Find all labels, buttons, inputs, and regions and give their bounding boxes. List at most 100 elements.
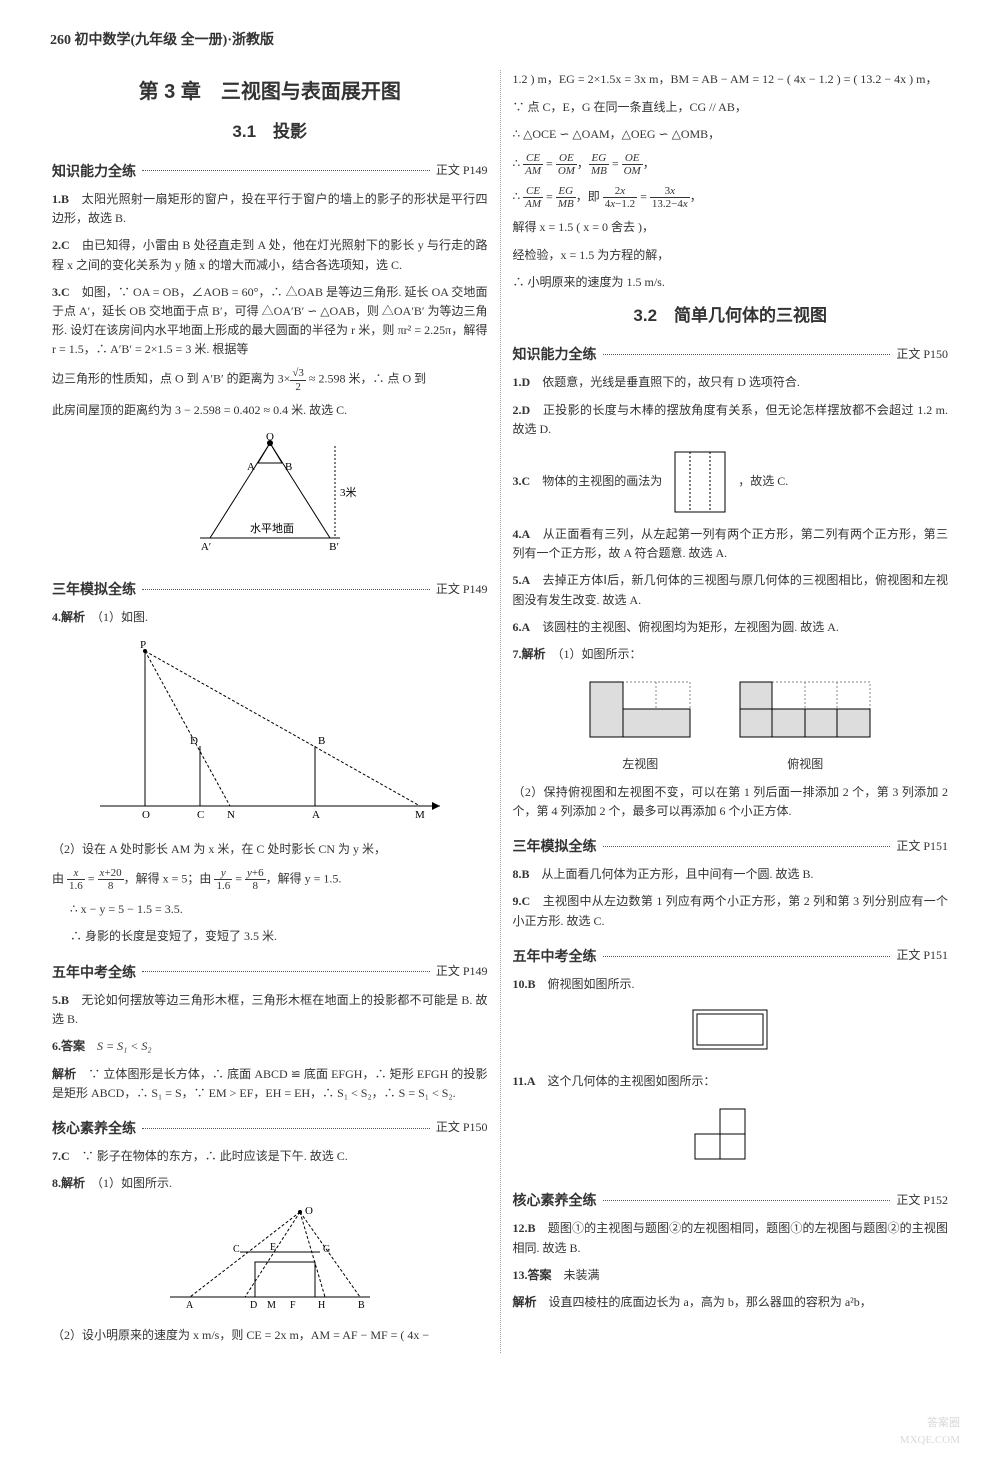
watermark-line-2: MXQE.COM: [900, 1432, 960, 1450]
right-q13b: 解析 设直四棱柱的底面边长为 a，高为 b，那么器皿的容积为 a²b，: [513, 1293, 949, 1312]
right-q9: 9.C 主视图中从左边数第 1 列应有两个小正方形，第 2 列和第 3 列分别应…: [513, 892, 949, 930]
right-q11: 11.A 这个几何体的主视图如图所示：: [513, 1072, 949, 1091]
right-q2: 2.D 正投影的长度与木棒的摆放角度有关系，但无论怎样摆放都不会超过 1.2 m…: [513, 401, 949, 439]
q-num: 1.D: [513, 375, 531, 389]
page-ref: 正文 P150: [896, 345, 948, 364]
q-text: 依题意，光线是垂直照下的，故只有 D 选项符合.: [542, 375, 800, 389]
right-q8: 8.B 从上面看几何体为正方形，且中间有一个圆. 故选 B.: [513, 865, 949, 884]
svg-text:A′: A′: [201, 541, 211, 553]
q-text: 由已知得，小雷由 B 处径直走到 A 处，他在灯光照射下的影长 y 与行走的路程…: [52, 238, 488, 271]
right-r0f: 解得 x = 1.5 ( x = 0 舍去 )，: [513, 218, 949, 237]
right-q10: 10.B 俯视图如图所示.: [513, 975, 949, 994]
svg-text:C: C: [197, 809, 204, 821]
chapter-title: 第 3 章 三视图与表面展开图: [52, 76, 488, 108]
figure-q3-icon: [670, 447, 730, 517]
figure-q11: [513, 1099, 949, 1175]
q-num: 9.C: [513, 894, 531, 908]
svg-text:B: B: [318, 735, 325, 747]
q-text: 从上面看几何体为正方形，且中间有一个圆. 故选 B.: [542, 867, 814, 881]
q-num: 2.D: [513, 403, 531, 417]
q-num: 3.C: [52, 285, 70, 299]
caption-top-view: 俯视图: [730, 755, 880, 774]
figure-shadow-diagram: P D B O C N A M: [52, 636, 488, 832]
svg-text:M: M: [415, 809, 425, 821]
heading-zhishi-1: 知识能力全练 正文 P149: [52, 160, 488, 182]
q-text: 边三角形的性质知，点 O 到 A′B′ 的距离为 3×: [52, 372, 290, 386]
svg-text:A: A: [186, 1300, 194, 1311]
right-q4: 4.A 从正面看有三列，从左起第一列有两个正方形，第二列有两个正方形，第三列有一…: [513, 525, 949, 563]
left-q2: 2.C 由已知得，小雷由 B 处径直走到 A 处，他在灯光照射下的影长 y 与行…: [52, 236, 488, 274]
page-ref: 正文 P149: [436, 161, 488, 180]
heading-label: 五年中考全练: [52, 961, 136, 983]
heading-label: 三年模拟全练: [513, 835, 597, 857]
q-text: ∵ 影子在物体的东方，∴ 此时应该是下午. 故选 C.: [82, 1149, 348, 1163]
q-text: 俯视图如图所示.: [548, 977, 635, 991]
page-header: 260 初中数学(九年级 全一册)·浙教版: [40, 30, 960, 52]
q-text: 该圆柱的主视图、俯视图均为矩形，左视图为圆. 故选 A.: [542, 620, 839, 634]
page-ref: 正文 P149: [436, 962, 488, 981]
q-text: 太阳光照射一扇矩形的窗户，投在平行于窗户的墙上的影子的形状是平行四边形，故选 B…: [52, 192, 487, 225]
q-num: 8.解析: [52, 1176, 85, 1190]
heading-wunian-1: 五年中考全练 正文 P149: [52, 961, 488, 983]
q-num: 1.B: [52, 192, 69, 206]
svg-text:H: H: [318, 1300, 325, 1311]
heading-sannian-2: 三年模拟全练 正文 P151: [513, 835, 949, 857]
heading-label: 三年模拟全练: [52, 578, 136, 600]
q-text: 物体的主视图的画法为: [542, 474, 662, 488]
q-text: 去掉正方体Ⅰ后，新几何体的三视图与原几何体的三视图相比，俯视图和左视图没有发生改…: [513, 573, 948, 606]
right-column: 1.2 ) m，EG = 2×1.5x = 3x m，BM = AB − AM …: [501, 70, 961, 1353]
figure-views-row: 左视图 俯视图: [513, 672, 949, 774]
q-text: ≈ 2.598 米，∴ 点 O 到: [306, 372, 426, 386]
right-q13: 13.答案 未装满: [513, 1266, 949, 1285]
right-q6: 6.A 该圆柱的主视图、俯视图均为矩形，左视图为圆. 故选 A.: [513, 618, 949, 637]
q-num: 2.C: [52, 238, 70, 252]
svg-text:水平地面: 水平地面: [250, 522, 294, 535]
right-r0a: 1.2 ) m，EG = 2×1.5x = 3x m，BM = AB − AM …: [513, 70, 949, 89]
q-label: 解析: [52, 1067, 76, 1081]
left-q3c: 此房间屋顶的距离约为 3 − 2.598 = 0.402 ≈ 0.4 米. 故选…: [52, 401, 488, 420]
q-num: 5.B: [52, 993, 69, 1007]
svg-text:P: P: [140, 639, 146, 651]
svg-text:A: A: [312, 809, 320, 821]
watermark-line-1: 答案圈: [900, 1415, 960, 1433]
left-q4: 4.解析 （1）如图.: [52, 608, 488, 627]
q-num: 6.A: [513, 620, 531, 634]
heading-zhishi-2: 知识能力全练 正文 P150: [513, 343, 949, 365]
heading-label: 五年中考全练: [513, 945, 597, 967]
svg-text:M: M: [267, 1300, 276, 1311]
q-num: 7.解析: [513, 647, 546, 661]
heading-label: 知识能力全练: [52, 160, 136, 182]
right-q1: 1.D 依题意，光线是垂直照下的，故只有 D 选项符合.: [513, 373, 949, 392]
svg-text:C: C: [233, 1244, 240, 1255]
heading-label: 核心素养全练: [513, 1189, 597, 1211]
page-ref: 正文 P152: [896, 1191, 948, 1210]
q-label: 解析: [513, 1295, 537, 1309]
watermark: 答案圈 MXQE.COM: [900, 1415, 960, 1450]
left-q6: 6.答案 S = S₁ < S₂: [52, 1037, 488, 1056]
svg-text:E: E: [270, 1242, 276, 1253]
figure-light-cone: O C E G A D M F H B: [52, 1202, 488, 1318]
page-ref: 正文 P151: [896, 946, 948, 965]
q-num: 8.B: [513, 867, 530, 881]
svg-text:N: N: [227, 809, 235, 821]
heading-sannian-1: 三年模拟全练 正文 P149: [52, 578, 488, 600]
left-q1: 1.B 太阳光照射一扇矩形的窗户，投在平行于窗户的墙上的影子的形状是平行四边形，…: [52, 190, 488, 228]
right-q7: 7.解析 （1）如图所示：: [513, 645, 949, 664]
q-text: 正投影的长度与木棒的摆放角度有关系，但无论怎样摆放都不会超过 1.2 m. 故选…: [513, 403, 948, 436]
q-text: 这个几何体的主视图如图所示：: [548, 1074, 716, 1088]
right-q7b: （2）保持俯视图和左视图不变，可以在第 1 列后面一排添加 2 个，第 3 列添…: [513, 783, 949, 821]
heading-wunian-2: 五年中考全练 正文 P151: [513, 945, 949, 967]
q-text: （1）如图所示.: [97, 1176, 172, 1190]
svg-text:B: B: [358, 1300, 365, 1311]
left-column: 第 3 章 三视图与表面展开图 3.1 投影 知识能力全练 正文 P149 1.…: [40, 70, 501, 1353]
svg-text:B: B: [285, 461, 292, 473]
page-ref: 正文 P150: [436, 1118, 488, 1137]
left-q8b: （2）设小明原来的速度为 x m/s，则 CE = 2x m，AM = AF −…: [52, 1326, 488, 1345]
q-text: 未装满: [564, 1268, 600, 1282]
left-q6b: 解析 ∵ 立体图形是长方体，∴ 底面 ABCD ≌ 底面 EFGH，∴ 矩形 E…: [52, 1065, 488, 1103]
svg-text:O: O: [305, 1205, 313, 1217]
q-num: 11.A: [513, 1074, 536, 1088]
q-num: 6.答案: [52, 1039, 85, 1053]
q-text: ∵ 立体图形是长方体，∴ 底面 ABCD ≌ 底面 EFGH，∴ 矩形 EFGH…: [52, 1067, 487, 1100]
q-text: 无论如何摆放等边三角形木框，三角形木框在地面上的投影都不可能是 B. 故选 B.: [52, 993, 487, 1026]
